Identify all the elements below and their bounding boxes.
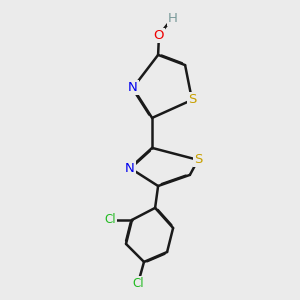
Text: N: N [125, 161, 135, 175]
Text: Cl: Cl [132, 277, 144, 290]
Text: N: N [128, 81, 138, 94]
Text: Cl: Cl [104, 213, 116, 226]
Text: S: S [188, 93, 196, 106]
Text: S: S [194, 153, 202, 167]
Text: H: H [168, 11, 177, 25]
Text: O: O [154, 28, 164, 42]
